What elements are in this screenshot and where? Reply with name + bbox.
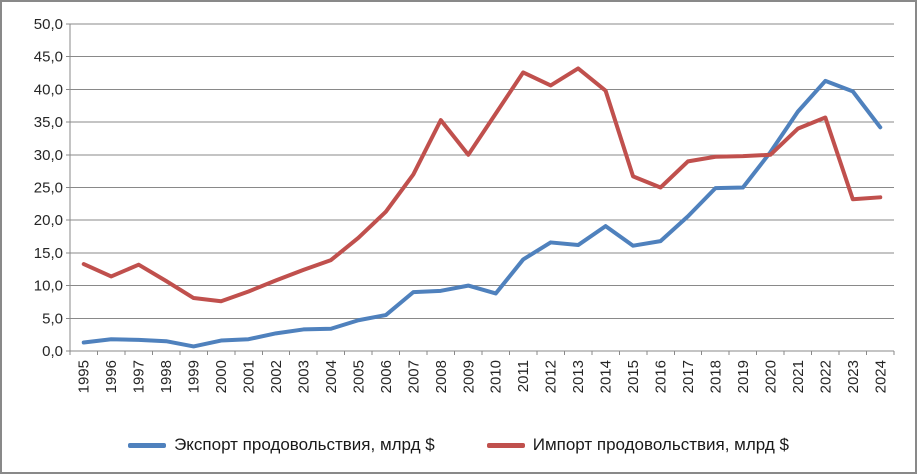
- y-axis-label: 10,0: [34, 278, 63, 295]
- import-series-line[interactable]: [81, 66, 883, 304]
- y-axis-label: 15,0: [34, 245, 63, 262]
- legend-item-import[interactable]: Импорт продовольствия, млрд $: [486, 435, 789, 455]
- x-axis-label: 2015: [625, 360, 642, 393]
- x-axis-label: 2000: [213, 360, 230, 393]
- x-axis-label: 2017: [680, 360, 697, 393]
- x-axis-label: 2021: [790, 360, 807, 393]
- x-axis-label: 2013: [570, 360, 587, 393]
- legend-item-export[interactable]: Экспорт продовольствия, млрд $: [128, 435, 435, 455]
- x-axis-label: 2019: [735, 360, 752, 393]
- y-axis-label: 40,0: [34, 81, 63, 98]
- x-axis-label: 2012: [543, 360, 560, 393]
- x-axis-label: 1997: [131, 360, 148, 393]
- x-axis-label: 1999: [186, 360, 203, 393]
- x-axis-label: 2003: [295, 360, 312, 393]
- y-axis-label: 35,0: [34, 114, 63, 131]
- x-axis-label: 2005: [350, 360, 367, 393]
- legend: Экспорт продовольствия, млрд $ Импорт пр…: [2, 435, 915, 455]
- y-axis-label: 5,0: [42, 310, 63, 327]
- legend-label-import: Импорт продовольствия, млрд $: [532, 435, 789, 454]
- y-axis-label: 30,0: [34, 147, 63, 164]
- x-axis-label: 2002: [268, 360, 285, 393]
- x-axis-label: 1998: [158, 360, 175, 393]
- import-line-swatch: [486, 442, 525, 448]
- y-axis-label: 50,0: [34, 16, 63, 33]
- x-axis-label: 2006: [378, 360, 395, 393]
- x-axis-label: 2024: [872, 360, 889, 393]
- x-axis-label: 2014: [598, 360, 615, 393]
- legend-label-export: Экспорт продовольствия, млрд $: [174, 435, 435, 454]
- x-axis-label: 2011: [515, 360, 532, 392]
- x-axis-label: 1996: [103, 360, 120, 393]
- x-axis-label: 2022: [817, 360, 834, 393]
- y-axis-label: 0,0: [42, 343, 63, 360]
- x-axis-label: 2007: [405, 360, 422, 393]
- x-axis-label: 2001: [241, 360, 258, 393]
- export-series-line[interactable]: [81, 78, 883, 349]
- y-axis-label: 20,0: [34, 212, 63, 229]
- line-chart-plot-area: 0,0 5,0 10,0 15,0 20,0 25,0 30,0 35,0 40,0 45,0 50…: [34, 16, 895, 393]
- x-axis-label: 2008: [433, 360, 450, 393]
- x-axis-label: 2010: [488, 360, 505, 393]
- x-axis-label: 2016: [653, 360, 670, 393]
- x-axis-label: 2020: [762, 360, 779, 393]
- x-axis-label: 2009: [460, 360, 477, 393]
- export-line-swatch: [128, 442, 167, 448]
- y-axis-label: 45,0: [34, 49, 63, 66]
- x-axis-label: 2023: [845, 360, 862, 393]
- y-axis-label: 25,0: [34, 180, 63, 197]
- x-axis-label: 2004: [323, 360, 340, 393]
- x-axis-label: 1995: [76, 360, 93, 393]
- x-axis-label: 2018: [707, 360, 724, 393]
